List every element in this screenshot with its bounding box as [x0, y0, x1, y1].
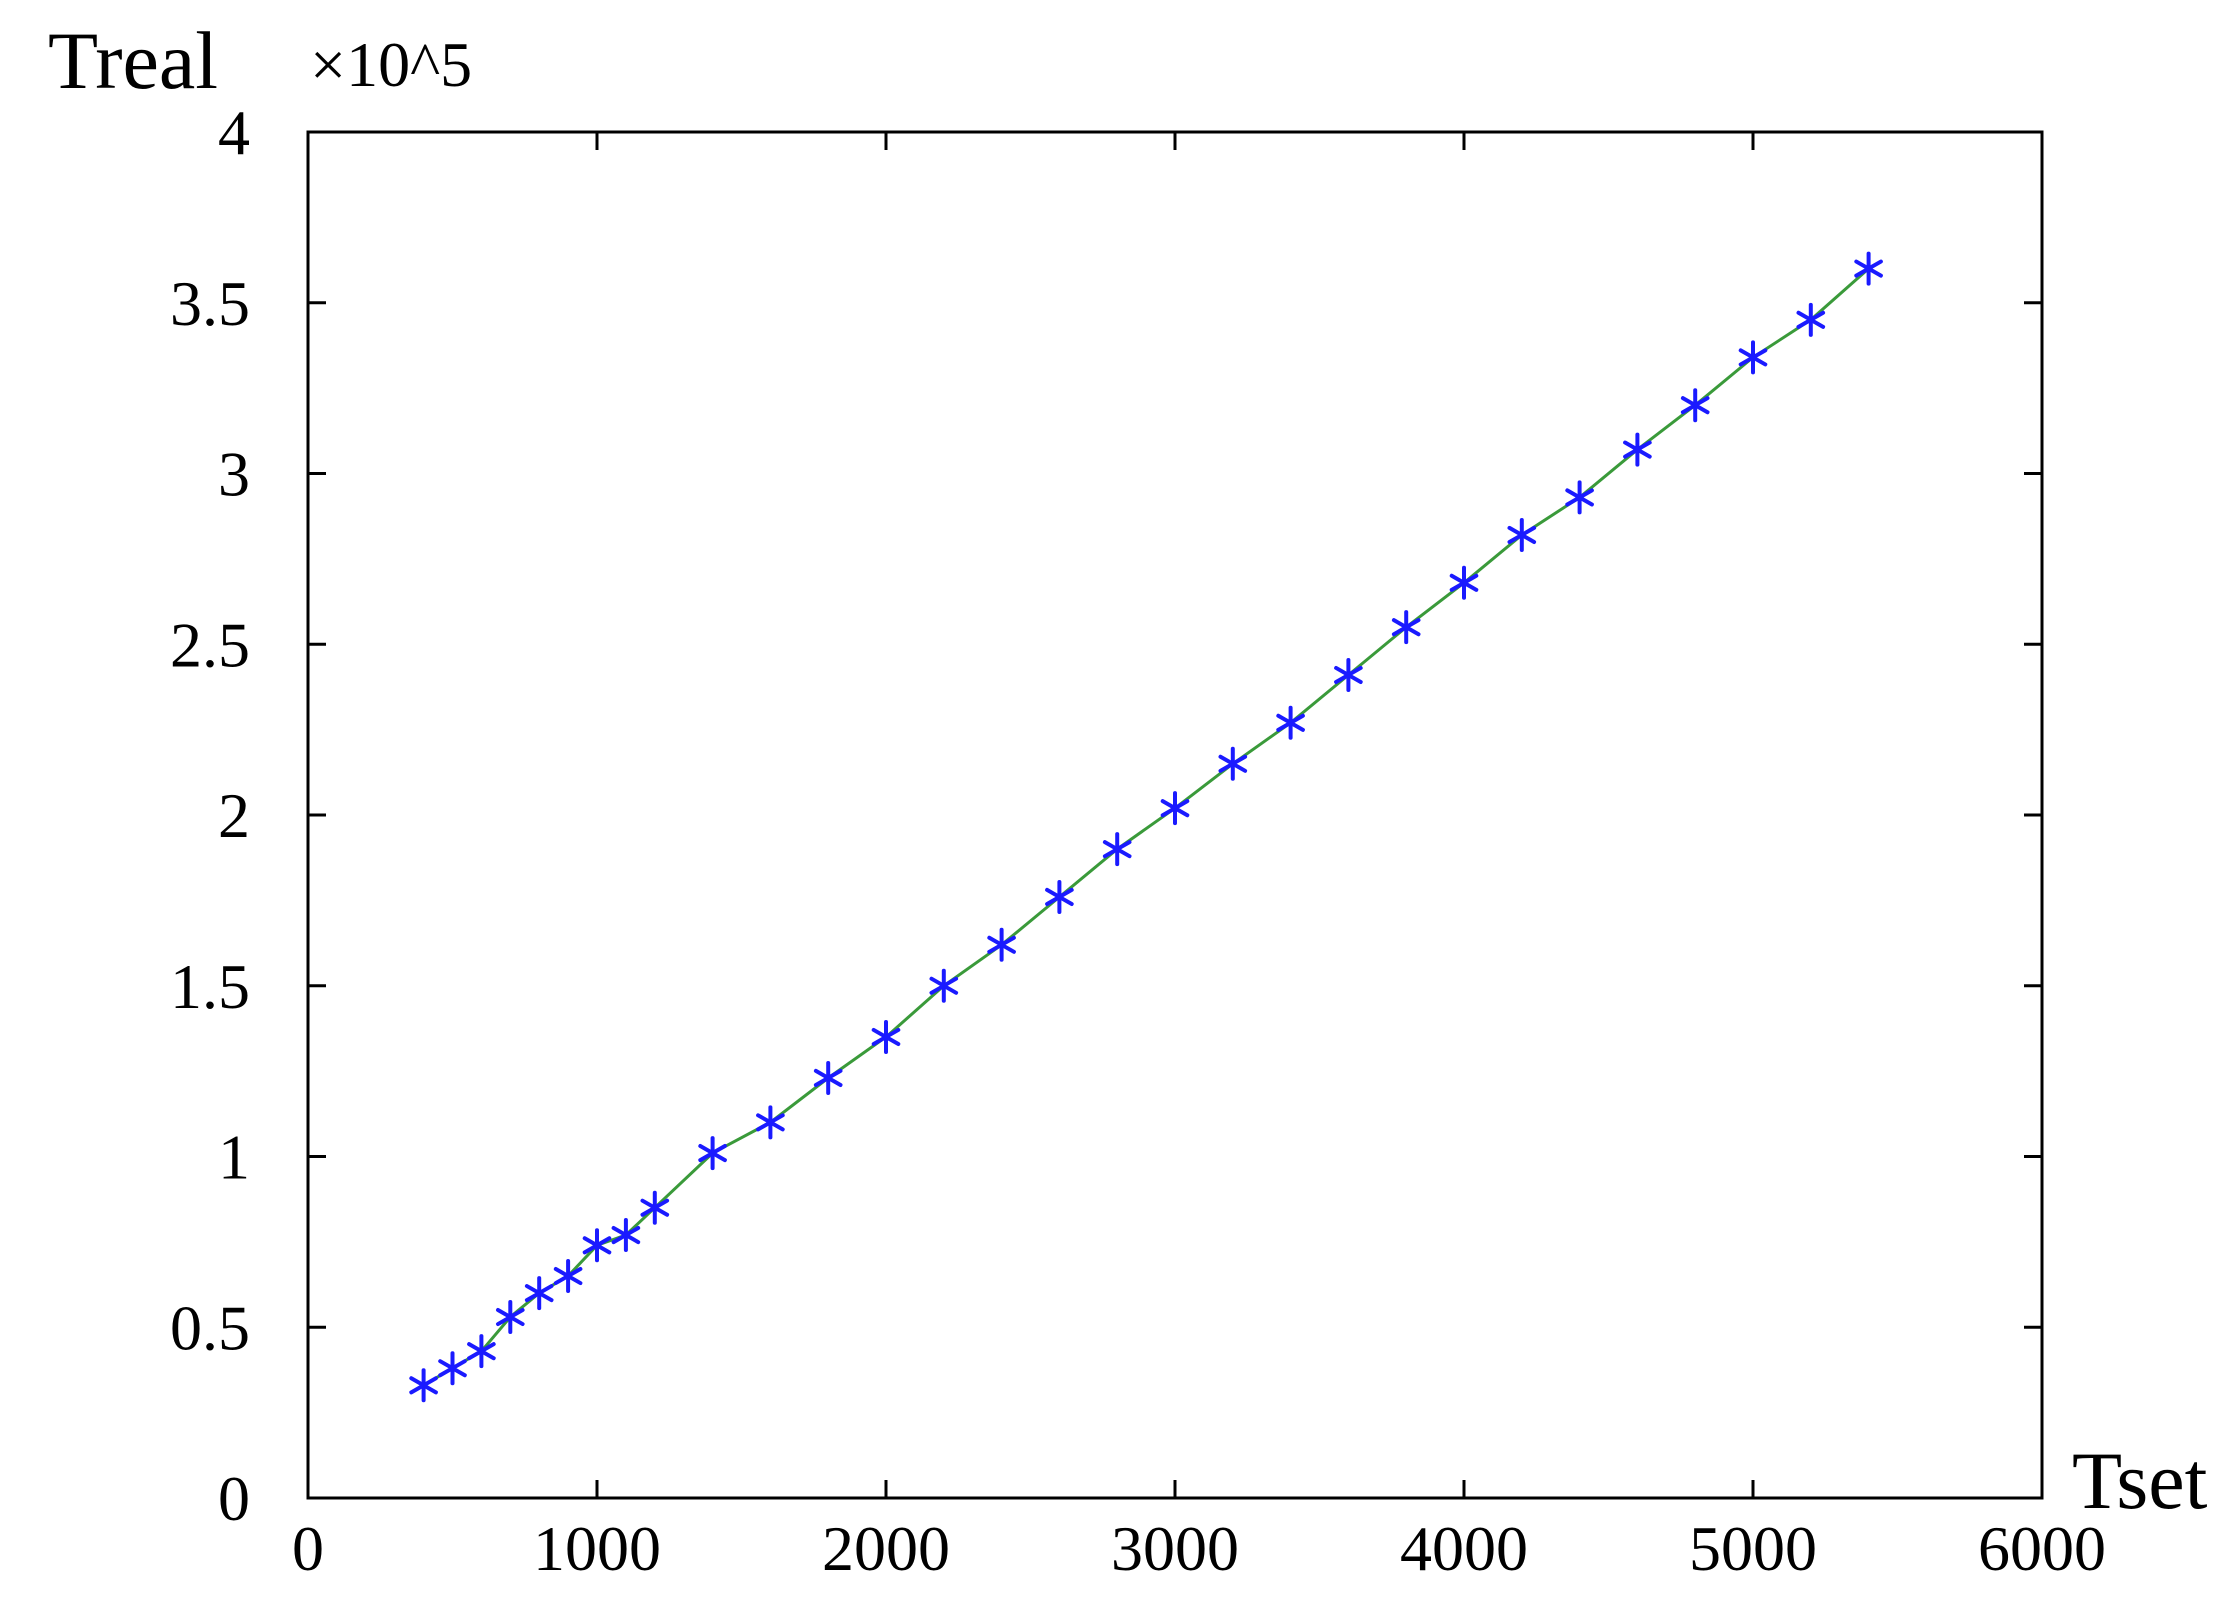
data-point	[640, 1190, 670, 1225]
x-axis-title: Tset	[2072, 1435, 2208, 1526]
data-point	[438, 1351, 467, 1386]
data-point	[987, 927, 1016, 962]
fit-line	[422, 267, 1870, 1387]
x-tick-label: 5000	[1689, 1513, 1817, 1584]
y-tick-label: 2.5	[170, 609, 250, 680]
data-point	[1738, 340, 1768, 375]
data-point	[1391, 610, 1421, 645]
y-tick-label: 4	[218, 97, 250, 168]
y-tick-label: 1.5	[170, 951, 250, 1022]
data-point	[467, 1334, 496, 1369]
data-point	[1276, 705, 1305, 740]
data-point	[496, 1300, 525, 1335]
x-tick-label: 1000	[533, 1513, 661, 1584]
data-point	[756, 1105, 785, 1140]
marker-layer	[409, 251, 1883, 1403]
fit-line-layer	[422, 267, 1870, 1387]
label-layer: Treal ×10^5 Tset	[48, 15, 2208, 1526]
data-point	[813, 1060, 843, 1095]
data-point	[1507, 517, 1537, 552]
y-tick-label: 3.5	[170, 268, 250, 339]
data-point	[698, 1136, 727, 1171]
data-point	[582, 1228, 612, 1263]
data-point	[1854, 251, 1883, 286]
x-tick-label: 4000	[1400, 1513, 1528, 1584]
axes-layer: 0 1000 2000 3000 4000 5000 6000 0 0.5 1 1.5 2 2.5 3 3.…	[170, 97, 2106, 1584]
y-axis-multiplier: ×10^5	[310, 29, 472, 100]
data-point	[1565, 480, 1594, 515]
x-tick-label: 2000	[822, 1513, 950, 1584]
data-point	[1623, 432, 1652, 467]
y-tick-label: 0	[218, 1463, 250, 1534]
x-tick-label: 0	[292, 1513, 324, 1584]
data-point	[1680, 388, 1710, 423]
data-point	[524, 1276, 554, 1311]
y-tick-label: 3	[218, 439, 250, 510]
x-tick-label: 6000	[1978, 1513, 2106, 1584]
data-point	[409, 1368, 438, 1403]
data-point	[929, 968, 959, 1003]
y-axis-title: Treal	[48, 15, 218, 106]
data-point	[871, 1019, 901, 1054]
y-tick-label: 0.5	[170, 1292, 250, 1363]
data-point	[1796, 302, 1826, 337]
y-tick-label: 1	[218, 1122, 250, 1193]
data-point	[1160, 791, 1190, 826]
data-point	[1045, 879, 1074, 914]
data-point	[1218, 746, 1248, 781]
x-tick-label: 3000	[1111, 1513, 1239, 1584]
data-point	[1449, 565, 1479, 600]
data-point	[1334, 657, 1363, 692]
y-tick-label: 2	[218, 780, 250, 851]
data-point	[553, 1259, 583, 1294]
data-point	[1102, 832, 1132, 867]
data-point	[611, 1218, 641, 1253]
